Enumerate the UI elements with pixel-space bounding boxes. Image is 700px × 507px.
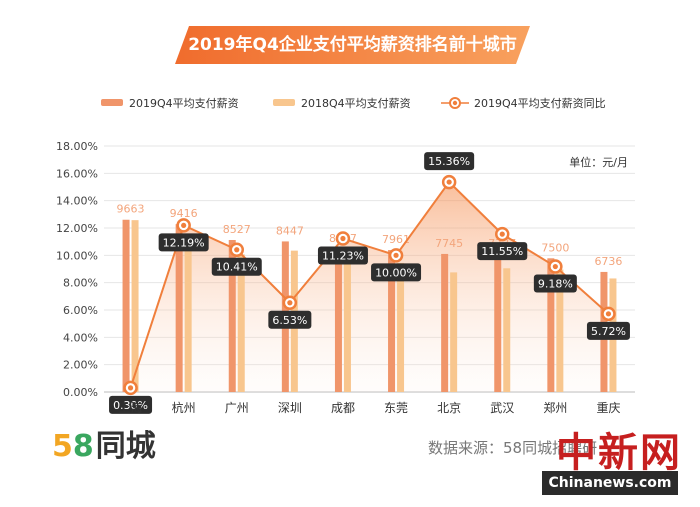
yoy-point-dot [552, 263, 558, 270]
legend-label-yoy: 2019Q4平均支付薪资同比 [474, 97, 606, 110]
bar-2019 [334, 249, 342, 392]
y-tick-label: 12.00% [56, 222, 98, 235]
legend-label-2018: 2018Q4平均支付薪资 [301, 97, 411, 110]
bar-value-label: 7961 [382, 233, 410, 246]
yoy-label-box [477, 242, 528, 261]
bar-2018 [184, 242, 192, 392]
yoy-label: 10.00% [375, 266, 417, 279]
logo-digit-5: 5 [52, 429, 73, 464]
y-tick-label: 8.00% [63, 277, 98, 290]
bar-2018 [397, 262, 405, 392]
x-tick-label: 杭州 [172, 400, 196, 415]
x-tick-label: 上海 [119, 400, 143, 415]
yoy-label: 0.30% [113, 399, 148, 412]
chart-title: 2019年Q4企业支付平均薪资排名前十城市 [188, 35, 517, 55]
logo-digit-8: 8 [72, 429, 94, 464]
legend-swatch-2018 [273, 99, 295, 106]
yoy-label-box [317, 246, 368, 265]
y-tick-label: 16.00% [56, 167, 98, 180]
bar-2019 [388, 250, 396, 392]
yoy-line [129, 180, 610, 389]
bar-2018 [556, 269, 564, 392]
yoy-point-dot [340, 235, 346, 242]
y-tick-label: 4.00% [63, 331, 98, 344]
y-tick-label: 6.00% [63, 304, 98, 317]
y-tick-label: 10.00% [56, 249, 98, 262]
yoy-point-dot [287, 300, 293, 306]
yoy-label: 12.19% [163, 236, 205, 249]
legend-swatch-2019 [101, 99, 123, 106]
yoy-label-box [211, 257, 262, 276]
x-tick-label: 重庆 [596, 401, 620, 415]
bar-value-label: 9663 [117, 203, 145, 216]
bar-2019 [494, 254, 502, 392]
yoy-label: 9.18% [538, 278, 573, 291]
yoy-point-dot [393, 252, 399, 258]
bar-value-label: 6736 [594, 255, 622, 268]
yoy-point-dot [181, 222, 187, 229]
unit-label: 单位：元/月 [569, 155, 628, 169]
yoy-label: 11.55% [481, 245, 523, 258]
logo-text: 同城 [95, 429, 156, 464]
yoy-point-dot [446, 179, 452, 185]
x-tick-label: 武汉 [490, 401, 514, 415]
yoy-label-box [533, 274, 577, 293]
yoy-label: 10.41% [216, 261, 258, 274]
yoy-label: 11.23% [322, 250, 364, 263]
legend: 2019Q4平均支付薪资 2018Q4平均支付薪资 2019Q4平均支付薪资同比 [101, 97, 606, 110]
bar-value-label: 8527 [223, 223, 251, 236]
x-tick-label: 广州 [225, 401, 249, 415]
bar-2019 [441, 253, 449, 392]
yoy-label: 5.72% [591, 325, 626, 338]
y-tick-label: 18.00% [56, 140, 98, 153]
bar-value-label: 7500 [541, 241, 569, 254]
y-tick-label: 0.00% [63, 386, 98, 399]
legend-marker-yoy-dot [452, 100, 458, 106]
bar-2018 [131, 220, 139, 392]
title-banner [175, 26, 530, 64]
y-tick-label: 14.00% [56, 195, 98, 208]
y-tick-label: 2.00% [63, 359, 98, 372]
yoy-label-box [424, 152, 475, 171]
yoy-label-box [586, 321, 630, 340]
yoy-label-box [268, 310, 312, 329]
bar-2018 [450, 272, 458, 392]
yoy-point-dot [499, 231, 505, 237]
yoy-label: 6.53% [272, 314, 307, 327]
x-tick-label: 东莞 [384, 401, 408, 415]
bar-value-label: 8447 [276, 224, 304, 237]
x-tick-label: 北京 [437, 401, 461, 415]
yoy-point-dot [127, 385, 134, 391]
x-tick-label: 成都 [331, 401, 355, 415]
data-source: 数据来源：58同城招聘研 [428, 439, 598, 457]
yoy-label-box [158, 233, 209, 252]
bar-2019 [228, 239, 236, 392]
bar-2018 [343, 263, 351, 392]
watermark-logo: 中新网 [556, 429, 682, 476]
bar-2019 [175, 224, 183, 392]
watermark-url: Chinanews.com [542, 471, 678, 495]
bar-2019 [547, 258, 555, 392]
bar-value-label: 9416 [170, 207, 198, 220]
x-tick-label: 郑州 [543, 400, 567, 415]
legend-label-2019: 2019Q4平均支付薪资 [129, 97, 239, 110]
brand-logo: 58同城 [52, 430, 156, 464]
yoy-area [130, 182, 609, 392]
x-tick-label: 深圳 [278, 401, 302, 415]
yoy-label: 15.36% [428, 155, 470, 168]
yoy-point-dot [605, 311, 612, 317]
yoy-point-dot [234, 247, 240, 253]
bar-2018 [503, 268, 511, 392]
bar-2019 [122, 219, 130, 392]
bar-value-label: 7745 [435, 237, 463, 250]
yoy-label-box [371, 263, 422, 282]
yoy-label-box [109, 395, 153, 414]
bar-2018 [237, 254, 245, 392]
